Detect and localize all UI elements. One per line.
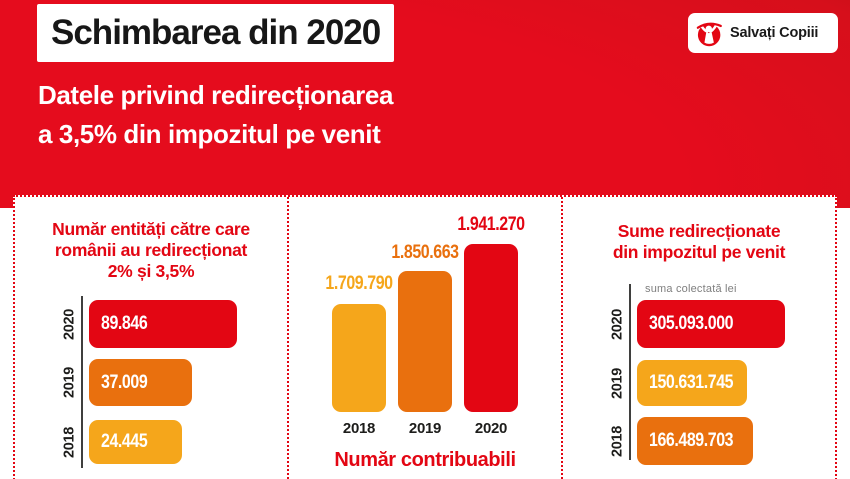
contributors-bar-2019: [398, 271, 452, 412]
entities-chart-title: Număr entități către care românii au red…: [52, 219, 250, 281]
contributors-year-2019: 2019: [408, 420, 442, 437]
entities-year-2019: 2019: [61, 366, 78, 399]
sums-year-2020: 2020: [609, 308, 626, 341]
logo-text: Salvați Copiii: [730, 25, 819, 41]
charts-card: Număr entități către care românii au red…: [13, 195, 837, 479]
sums-value-2020: 305.093.000: [649, 313, 734, 334]
sums-bar-2019: 150.631.745: [637, 360, 747, 406]
entities-value-2020: 89.846: [101, 313, 148, 334]
panel-sums: Sume redirecționate din impozitul pe ven…: [561, 197, 835, 479]
contributors-year-2018: 2018: [342, 420, 376, 437]
sums-bar-2018: 166.489.703: [637, 417, 753, 465]
entities-bar-2019: 37.009: [89, 359, 192, 406]
entities-value-2018: 24.445: [101, 431, 148, 452]
contributors-value-2018: 1.709.790: [325, 273, 393, 294]
sums-year-2018: 2018: [609, 425, 626, 458]
sums-value-2019: 150.631.745: [649, 372, 734, 393]
sums-bar-2020: 305.093.000: [637, 300, 785, 348]
subtitle-line-2: a 3,5% din impozitul pe venit: [38, 119, 381, 149]
contributors-year-2020: 2020: [474, 420, 508, 437]
contributors-bar-2018: [332, 304, 386, 412]
sums-year-2019: 2019: [609, 367, 626, 400]
save-the-children-icon: [696, 22, 722, 46]
sums-unit-note: suma colectată lei: [645, 283, 737, 295]
entities-bar-2018: 24.445: [89, 420, 182, 464]
subtitle-line-1: Datele privind redirecționarea: [38, 80, 394, 110]
contributors-value-2019: 1.850.663: [391, 242, 459, 263]
entities-year-2018: 2018: [61, 426, 78, 459]
sums-value-2018: 166.489.703: [649, 430, 734, 451]
contributors-bar-2020: [464, 244, 518, 412]
headline-badge: Schimbarea din 2020: [37, 4, 395, 62]
header-subtitle: Datele privind redirecționarea a 3,5% di…: [38, 76, 393, 154]
entities-value-2019: 37.009: [101, 371, 148, 393]
sums-axis-line: [629, 284, 631, 460]
contributors-value-2020: 1.941.270: [457, 214, 525, 235]
contributors-chart-caption: Număr contribuabili: [334, 449, 516, 471]
panel-entities: Număr entități către care românii au red…: [15, 197, 287, 479]
entities-bar-2020: 89.846: [89, 300, 237, 348]
panel-contributors: 1.709.790 1.850.663 1.941.270 2018 2019 …: [287, 197, 561, 479]
entities-axis-line: [81, 296, 83, 468]
organization-logo: Salvați Copiii: [688, 13, 838, 53]
sums-chart-title: Sume redirecționate din impozitul pe ven…: [612, 221, 786, 262]
entities-year-2020: 2020: [61, 308, 78, 341]
